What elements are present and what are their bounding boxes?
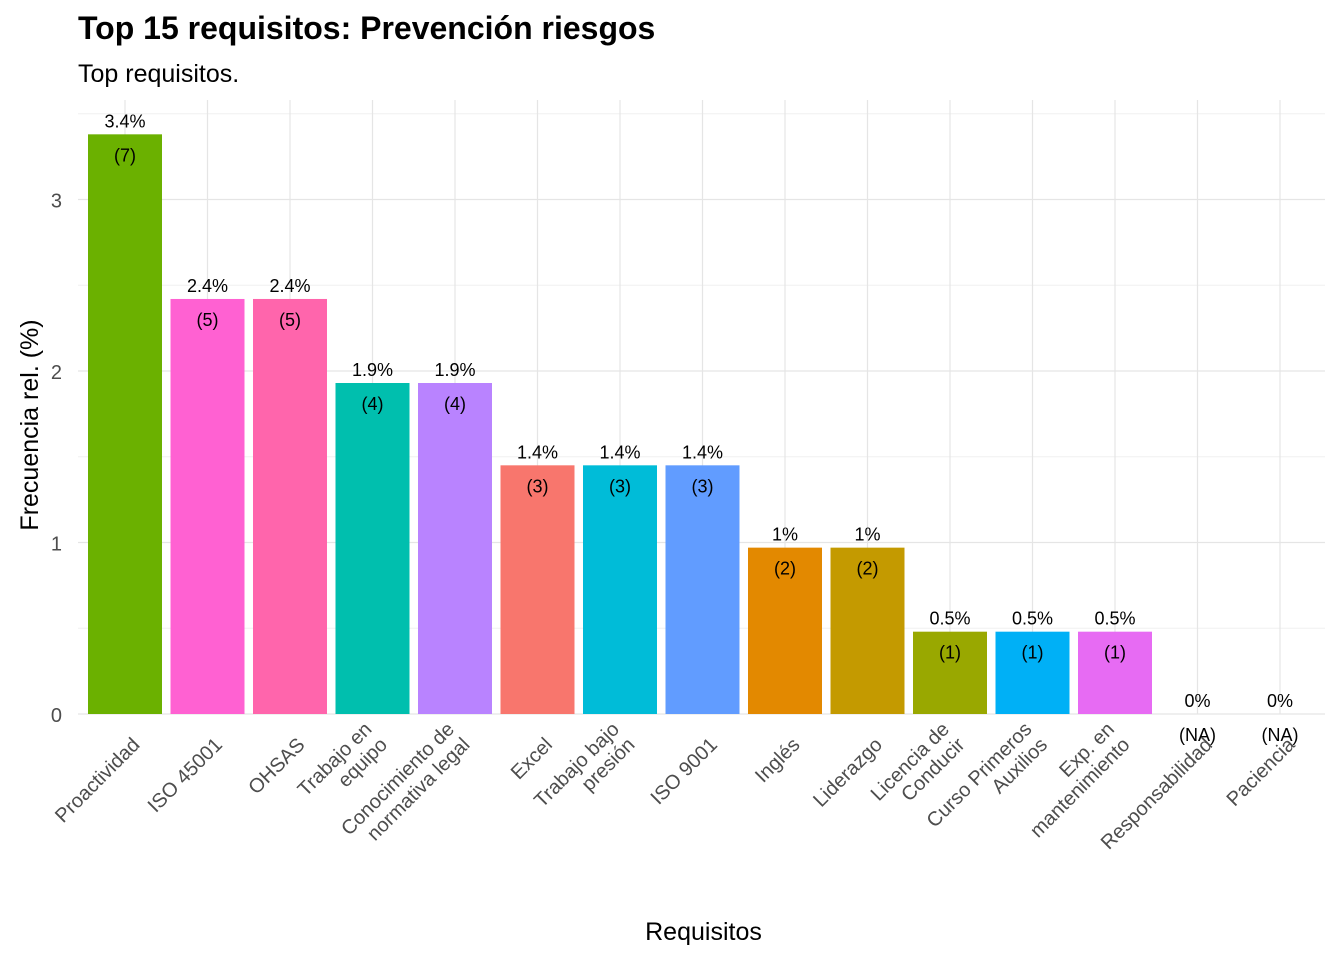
bar bbox=[418, 383, 492, 714]
bar bbox=[913, 631, 987, 714]
bar-count-label: (2) bbox=[857, 559, 879, 579]
bar bbox=[500, 465, 575, 714]
bar-count-label: (1) bbox=[1104, 643, 1126, 663]
x-tick-label: Trabajo bajopresión bbox=[530, 718, 639, 827]
bar-percent-label: 1.4% bbox=[599, 442, 640, 462]
bar-percent-label: 1.9% bbox=[352, 360, 393, 380]
bar bbox=[170, 298, 245, 714]
y-tick-label: 1 bbox=[51, 534, 62, 556]
bar-percent-label: 0.5% bbox=[1094, 609, 1135, 629]
bar bbox=[665, 465, 740, 714]
y-tick-label: 0 bbox=[51, 705, 62, 727]
x-axis-title: Requisitos bbox=[645, 918, 762, 946]
bar-count-label: (NA) bbox=[1179, 725, 1216, 745]
bar-count-label: (1) bbox=[939, 643, 961, 663]
bar-count-label: (1) bbox=[1022, 643, 1044, 663]
bar bbox=[88, 134, 162, 714]
bar-percent-label: 1.4% bbox=[682, 442, 723, 462]
bar-count-label: (2) bbox=[774, 559, 796, 579]
bar-percent-label: 0.5% bbox=[1012, 609, 1053, 629]
bar-percent-label: 1% bbox=[854, 525, 880, 545]
bar-count-label: (3) bbox=[692, 476, 714, 496]
x-tick-label: ISO 45001 bbox=[144, 734, 227, 817]
bar-count-label: (5) bbox=[279, 310, 301, 330]
bar-percent-label: 0% bbox=[1267, 691, 1293, 711]
bar-count-label: (4) bbox=[444, 394, 466, 414]
bar bbox=[748, 547, 822, 714]
bar bbox=[995, 631, 1070, 714]
bar bbox=[830, 547, 905, 714]
x-tick-label: Liderazgo bbox=[809, 734, 887, 812]
chart-title: Top 15 requisitos: Prevención riesgos bbox=[78, 10, 656, 46]
bar-count-label: (NA) bbox=[1262, 725, 1299, 745]
y-tick-label: 2 bbox=[51, 362, 62, 384]
y-tick-label: 3 bbox=[51, 191, 62, 213]
x-tick-label: Proactividad bbox=[51, 734, 144, 827]
chart-subtitle: Top requisitos. bbox=[78, 60, 240, 88]
bar bbox=[335, 383, 410, 714]
x-tick-label: Inglés bbox=[751, 734, 804, 787]
bar-count-label: (3) bbox=[527, 476, 549, 496]
bar-count-label: (5) bbox=[197, 310, 219, 330]
bar-percent-label: 1.4% bbox=[517, 442, 558, 462]
bar-count-label: (7) bbox=[114, 145, 136, 165]
bar bbox=[583, 465, 657, 714]
bar-percent-label: 2.4% bbox=[269, 276, 310, 296]
bar-percent-label: 3.4% bbox=[104, 111, 145, 131]
bar-percent-label: 0% bbox=[1184, 691, 1210, 711]
x-tick-label: ISO 9001 bbox=[647, 734, 722, 809]
bar bbox=[1078, 631, 1152, 714]
bar-percent-label: 1.9% bbox=[434, 360, 475, 380]
bar-percent-label: 0.5% bbox=[929, 609, 970, 629]
y-axis-title: Frecuencia rel. (%) bbox=[16, 319, 44, 530]
bar-count-label: (4) bbox=[362, 394, 384, 414]
bar-count-label: (3) bbox=[609, 476, 631, 496]
bar-percent-label: 2.4% bbox=[187, 276, 228, 296]
bar bbox=[253, 298, 327, 714]
bar-percent-label: 1% bbox=[772, 525, 798, 545]
